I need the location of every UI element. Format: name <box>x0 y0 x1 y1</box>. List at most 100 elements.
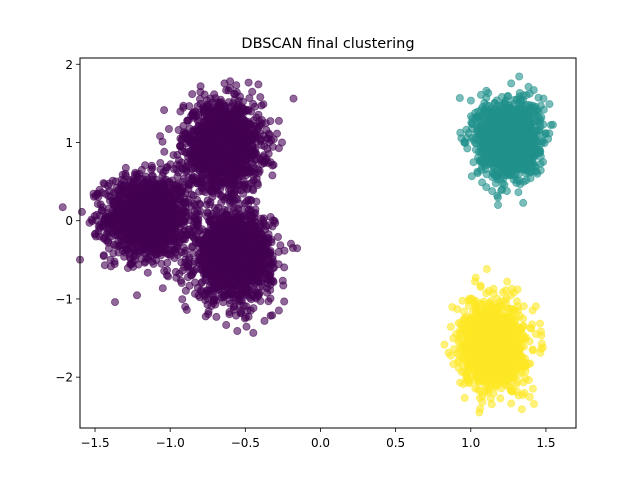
data-point <box>209 295 218 304</box>
data-point <box>171 267 180 276</box>
data-point <box>241 313 250 322</box>
data-point <box>152 189 161 198</box>
data-point <box>174 126 183 135</box>
data-point <box>196 164 205 173</box>
data-point <box>189 249 198 258</box>
data-point <box>172 244 181 253</box>
data-point <box>226 299 235 308</box>
data-point <box>191 146 200 155</box>
data-point <box>97 206 106 215</box>
data-point <box>160 147 169 156</box>
data-point <box>242 290 251 299</box>
data-point <box>167 231 176 240</box>
data-point <box>196 82 205 91</box>
cluster-1-points <box>58 77 302 337</box>
data-point <box>214 282 223 291</box>
data-point <box>237 150 246 159</box>
data-point <box>233 110 242 119</box>
data-point <box>230 276 239 285</box>
data-point <box>242 322 251 331</box>
data-point <box>249 176 258 185</box>
data-point <box>179 181 188 190</box>
data-point <box>242 196 251 205</box>
data-point <box>212 312 221 321</box>
data-point <box>240 168 249 177</box>
data-point <box>228 157 237 166</box>
data-point <box>132 204 141 213</box>
data-point <box>250 164 259 173</box>
data-point <box>238 221 247 230</box>
data-point <box>92 232 101 241</box>
data-point <box>239 254 248 263</box>
data-point <box>227 233 236 242</box>
points-layer <box>58 72 557 417</box>
data-point <box>99 252 108 261</box>
data-point <box>215 137 224 146</box>
data-point <box>260 316 269 325</box>
data-point <box>147 198 156 207</box>
data-point <box>250 273 259 282</box>
data-point <box>141 182 150 191</box>
data-point <box>239 104 248 113</box>
data-point <box>212 157 221 166</box>
data-point <box>157 214 166 223</box>
data-point <box>260 159 269 168</box>
data-point <box>203 145 212 154</box>
data-point <box>58 203 67 212</box>
data-point <box>77 207 86 216</box>
data-point <box>166 180 175 189</box>
data-point <box>204 307 213 316</box>
data-point <box>222 178 231 187</box>
data-point <box>195 95 204 104</box>
data-point <box>128 197 137 206</box>
data-point <box>191 155 200 164</box>
data-point <box>149 223 158 232</box>
data-point <box>265 138 274 147</box>
data-point <box>196 265 205 274</box>
data-point <box>466 96 475 105</box>
data-point <box>130 248 139 257</box>
data-point <box>249 186 258 195</box>
data-point <box>274 306 283 315</box>
data-point <box>158 284 167 293</box>
data-point <box>259 245 268 254</box>
data-point <box>217 109 226 118</box>
data-point <box>252 227 261 236</box>
data-point <box>227 287 236 296</box>
data-point <box>190 107 199 116</box>
data-point <box>266 294 275 303</box>
data-point <box>233 195 242 204</box>
plot-area <box>58 57 577 429</box>
data-point <box>226 77 235 86</box>
data-point <box>229 127 238 136</box>
data-point <box>115 205 124 214</box>
data-point <box>111 225 120 234</box>
data-point <box>106 262 115 271</box>
data-point <box>233 181 242 190</box>
data-point <box>220 128 229 137</box>
data-point <box>254 80 263 89</box>
data-point <box>182 305 191 314</box>
data-point <box>455 94 464 103</box>
data-point <box>169 151 178 160</box>
data-point <box>233 326 242 335</box>
data-point <box>164 272 173 281</box>
data-point <box>203 100 212 109</box>
data-point <box>202 289 211 298</box>
data-point <box>256 93 265 102</box>
data-point <box>265 130 274 139</box>
data-point <box>280 297 289 306</box>
data-point <box>100 179 109 188</box>
data-point <box>139 218 148 227</box>
data-point <box>223 269 232 278</box>
data-point <box>193 219 202 228</box>
data-point <box>160 106 169 115</box>
data-point <box>114 248 123 257</box>
data-point <box>122 235 131 244</box>
data-point <box>183 261 192 270</box>
data-point <box>249 328 258 337</box>
data-point <box>127 219 136 228</box>
data-point <box>136 174 145 183</box>
data-point <box>207 228 216 237</box>
